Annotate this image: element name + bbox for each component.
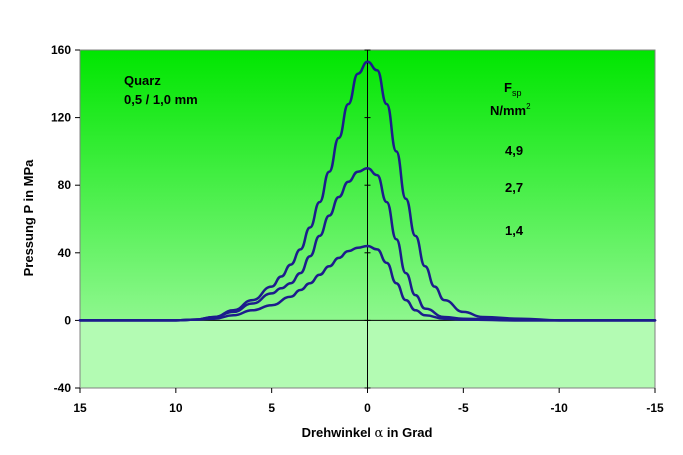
legend-title-main: F	[504, 80, 512, 95]
legend-value-2: 2,7	[505, 180, 523, 195]
y-tick-label: 80	[58, 178, 72, 192]
x-axis-label-suffix: in Grad	[383, 425, 432, 440]
y-tick-label: 160	[51, 43, 71, 57]
x-axis-label: Drehwinkel α in Grad	[302, 425, 433, 441]
series-line-2	[78, 167, 657, 322]
y-tick-label: 120	[51, 111, 71, 125]
legend: Fsp N/mm2 4,9 2,7 1,4	[490, 80, 531, 238]
x-tick-label: -10	[550, 401, 568, 415]
y-tick-label: 0	[64, 313, 71, 327]
material-annotation: Quarz 0,5 / 1,0 mm	[124, 73, 198, 107]
legend-unit-main: N/mm	[490, 103, 526, 118]
x-tick-label: -5	[458, 401, 469, 415]
legend-value-3: 1,4	[505, 223, 524, 238]
legend-unit-sup: 2	[526, 102, 531, 111]
y-axis-ticks: 160 120 80 40 0 -40	[51, 43, 371, 395]
x-axis-ticks: 15 10 5 0 -5 -10 -15	[73, 388, 664, 415]
series-lines	[78, 60, 657, 322]
legend-value-1: 4,9	[505, 143, 523, 158]
series-line-3	[78, 244, 657, 322]
alpha-symbol: α	[375, 426, 384, 441]
y-axis-label: Pressung P in MPa	[21, 159, 36, 277]
legend-title-unit: N/mm2	[490, 102, 531, 118]
x-tick-label: 5	[268, 401, 275, 415]
x-tick-label: 0	[364, 401, 371, 415]
annotation-material: Quarz	[124, 73, 161, 88]
x-tick-label: 10	[169, 401, 183, 415]
x-axis-label-prefix: Drehwinkel	[302, 425, 375, 440]
x-tick-label: -15	[646, 401, 664, 415]
annotation-grain-size: 0,5 / 1,0 mm	[124, 92, 198, 107]
y-tick-label: -40	[54, 381, 72, 395]
plot-area	[79, 49, 656, 389]
legend-title-sub: sp	[512, 88, 522, 98]
x-tick-label: 15	[73, 401, 87, 415]
y-tick-label: 40	[58, 246, 72, 260]
series-line-1	[78, 60, 657, 322]
legend-title-force: Fsp	[504, 80, 521, 98]
